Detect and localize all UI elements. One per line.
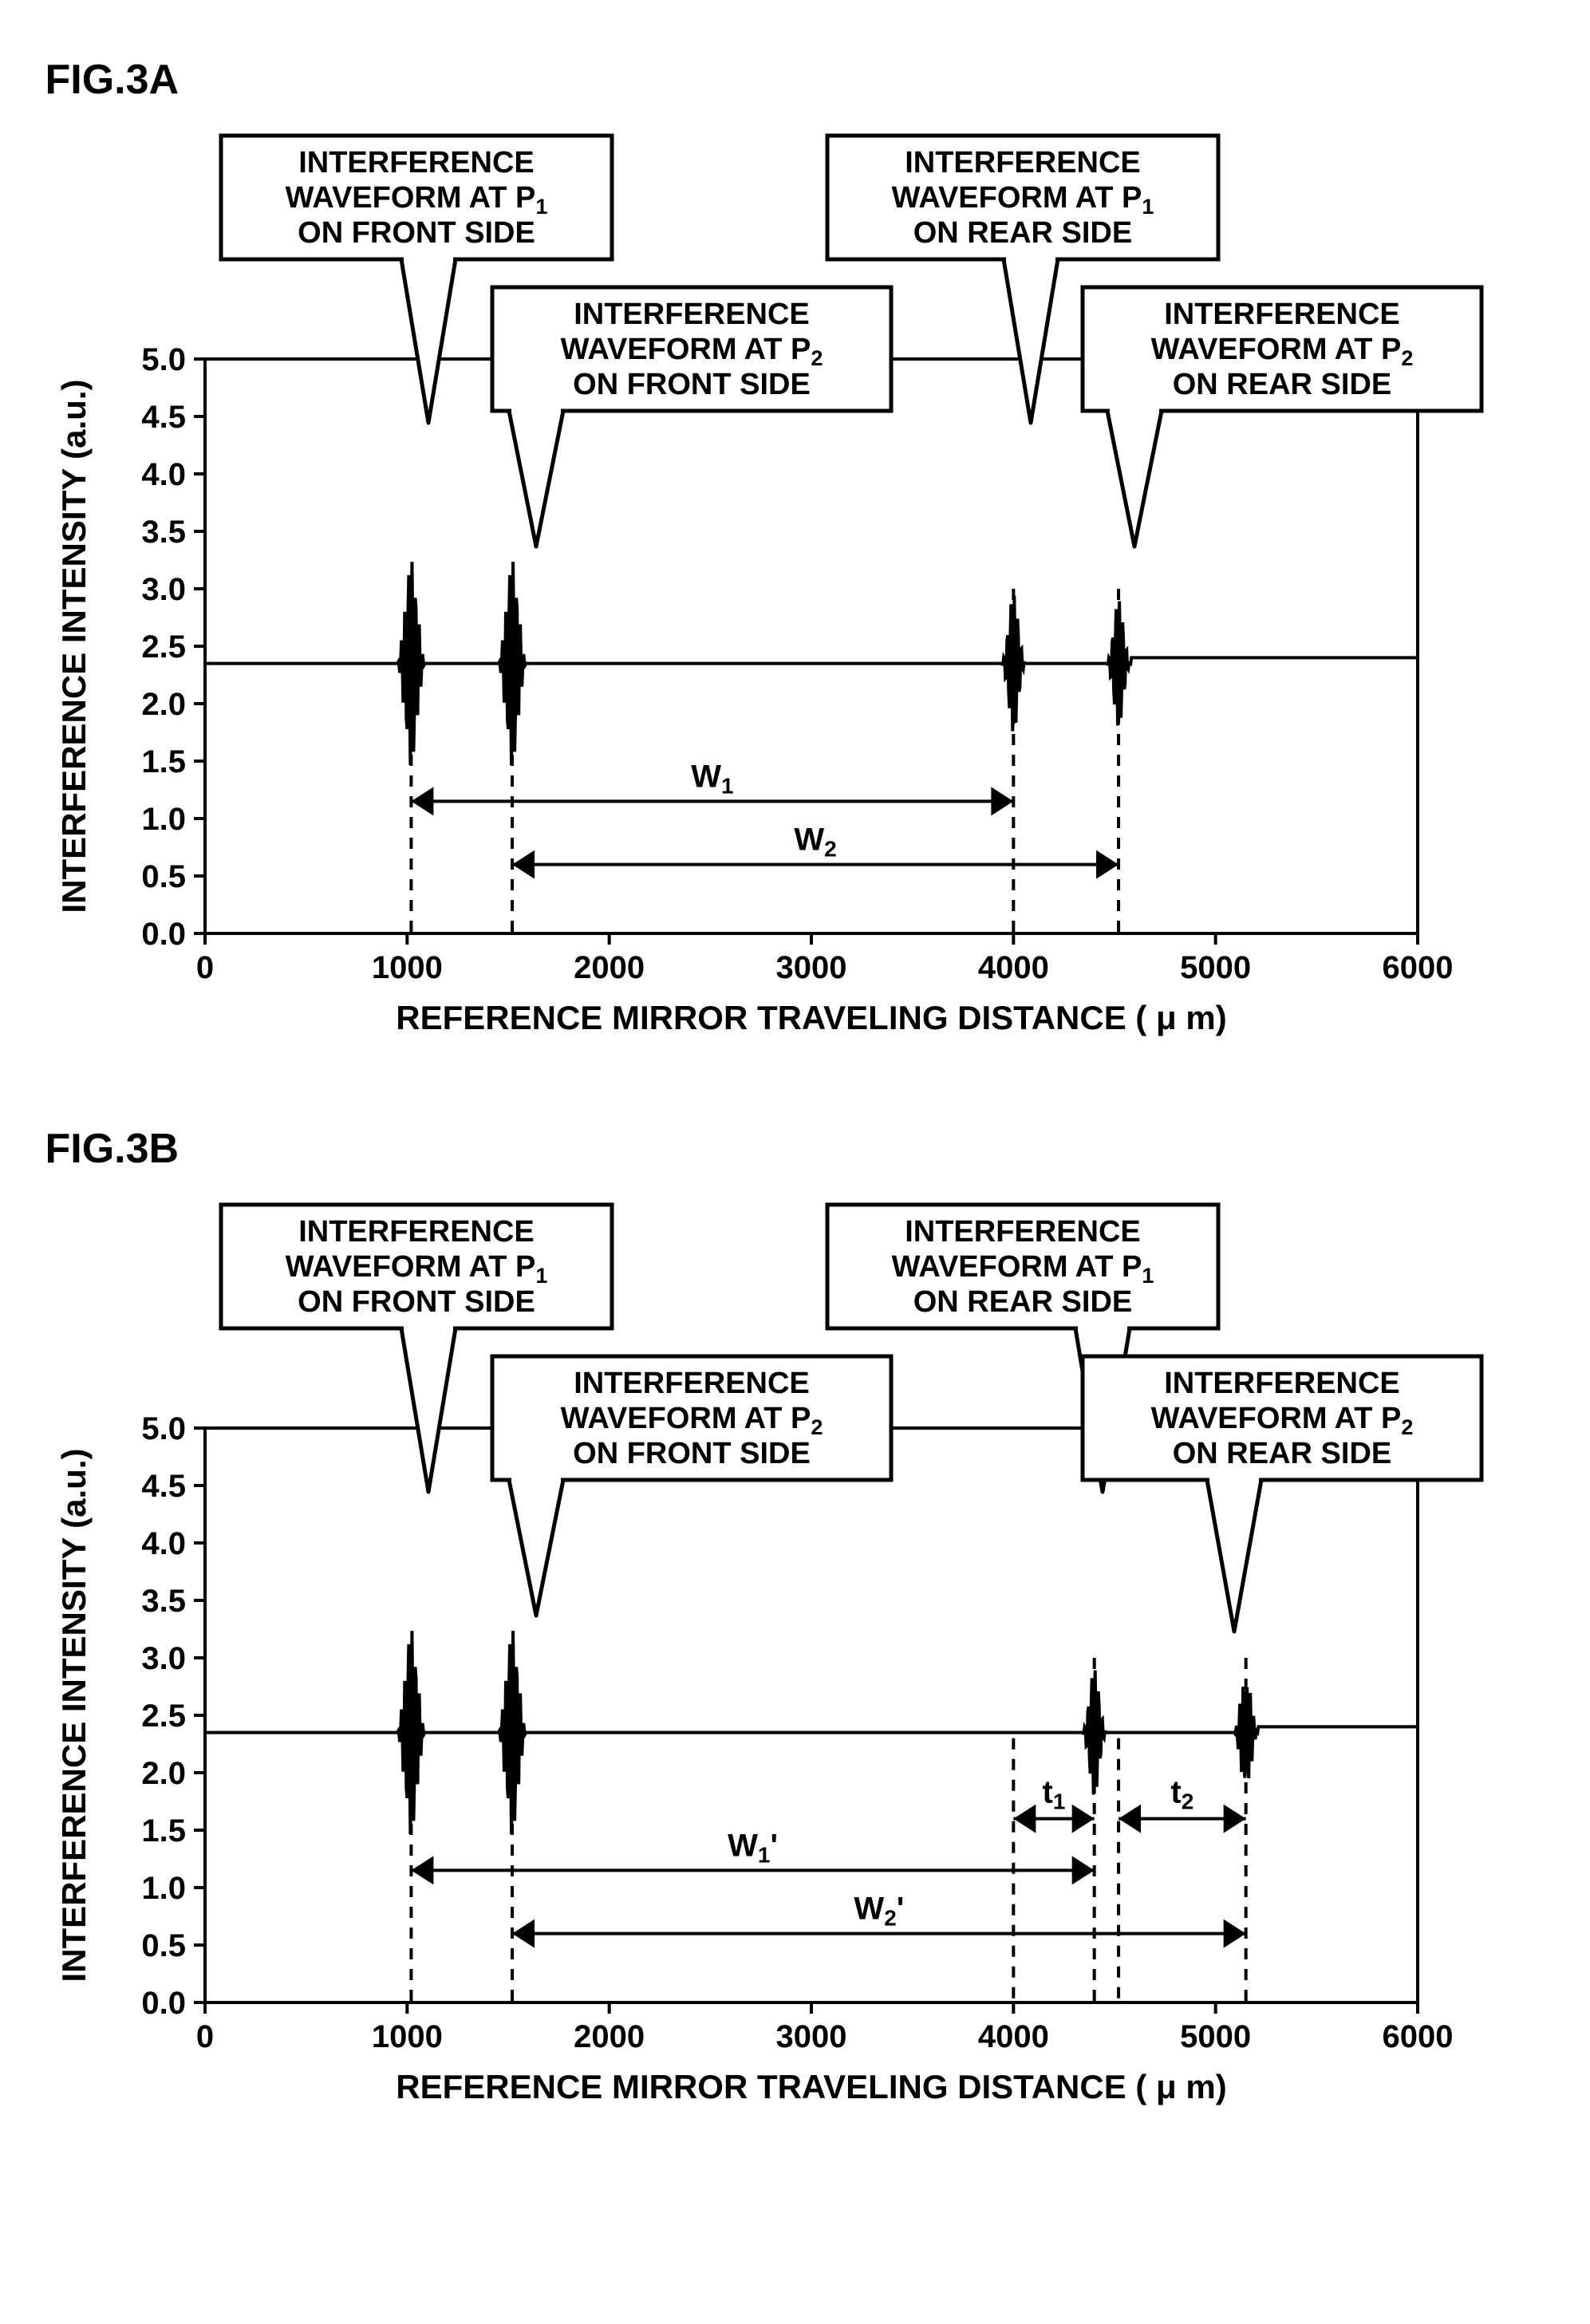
svg-text:WAVEFORM AT P2: WAVEFORM AT P2	[560, 333, 823, 370]
svg-text:6000: 6000	[1382, 2019, 1453, 2054]
svg-text:INTERFERENCE: INTERFERENCE	[574, 1367, 810, 1400]
svg-text:3000: 3000	[775, 950, 846, 985]
svg-text:ON REAR SIDE: ON REAR SIDE	[913, 216, 1131, 250]
svg-text:1000: 1000	[371, 950, 442, 985]
svg-text:INTERFERENCE: INTERFERENCE	[905, 1215, 1141, 1249]
svg-text:0.5: 0.5	[141, 859, 186, 894]
fig-b-svg: 0.0 0.5 1.0 1.5 2.0 2.5 3.0 3.5 4.0 4.5 5.0 0 1000 20…	[37, 1189, 1521, 2146]
svg-text:4.0: 4.0	[141, 457, 186, 492]
svg-text:4.0: 4.0	[141, 1526, 186, 1561]
svg-text:INTERFERENCE: INTERFERENCE	[298, 1215, 535, 1249]
svg-text:INTERFERENCE: INTERFERENCE	[1164, 298, 1400, 331]
svg-text:1.5: 1.5	[141, 744, 186, 779]
svg-text:5.0: 5.0	[141, 342, 186, 377]
svg-text:2000: 2000	[574, 2019, 645, 2054]
svg-text:WAVEFORM AT P2: WAVEFORM AT P2	[1150, 333, 1413, 370]
svg-text:3.0: 3.0	[141, 1641, 186, 1676]
svg-text:2000: 2000	[574, 950, 645, 985]
svg-text:1.0: 1.0	[141, 802, 186, 837]
svg-text:REFERENCE MIRROR TRAVELING DIS: REFERENCE MIRROR TRAVELING DISTANCE ( μ …	[396, 999, 1227, 1036]
svg-text:ON FRONT SIDE: ON FRONT SIDE	[298, 216, 535, 250]
svg-text:INTERFERENCE INTENSITY (a.u.): INTERFERENCE INTENSITY (a.u.)	[55, 380, 93, 913]
svg-text:1000: 1000	[371, 2019, 442, 2054]
svg-text:WAVEFORM AT P1: WAVEFORM AT P1	[285, 181, 547, 219]
svg-text:ON FRONT SIDE: ON FRONT SIDE	[298, 1285, 535, 1319]
svg-text:2.5: 2.5	[141, 1699, 186, 1734]
fig-a-svg: 0.0 0.5 1.0 1.5 2.0 2.5 3.0 3.5 4.0 4.5 5.0 0 1000 20…	[37, 120, 1521, 1077]
svg-text:W2': W2'	[854, 1892, 904, 1931]
svg-text:4000: 4000	[977, 950, 1048, 985]
svg-text:5000: 5000	[1180, 950, 1251, 985]
svg-text:WAVEFORM AT P1: WAVEFORM AT P1	[891, 181, 1154, 219]
svg-text:2.5: 2.5	[141, 629, 186, 665]
svg-text:3.0: 3.0	[141, 572, 186, 607]
svg-text:ON FRONT SIDE: ON FRONT SIDE	[573, 368, 811, 401]
svg-text:ON REAR SIDE: ON REAR SIDE	[1172, 1437, 1391, 1470]
svg-text:INTERFERENCE: INTERFERENCE	[298, 146, 535, 180]
svg-text:0: 0	[195, 2019, 213, 2054]
fig-b-label: FIG.3B	[45, 1125, 1553, 1173]
svg-text:INTERFERENCE: INTERFERENCE	[574, 298, 810, 331]
svg-text:0.5: 0.5	[141, 1928, 186, 1963]
svg-text:0.0: 0.0	[141, 1986, 186, 2021]
svg-text:3.5: 3.5	[141, 515, 186, 550]
svg-text:WAVEFORM AT P2: WAVEFORM AT P2	[560, 1402, 823, 1439]
svg-text:INTERFERENCE INTENSITY (a.u.): INTERFERENCE INTENSITY (a.u.)	[55, 1449, 93, 1983]
figure-wrapper: FIG.3A 0.0 0.5 1.0 1.5 2.0 2.5 3.0 3.5 4.0 4.5 5.0…	[37, 56, 1553, 2146]
svg-text:W1': W1'	[728, 1828, 778, 1867]
svg-text:1.0: 1.0	[141, 1871, 186, 1906]
svg-text:4.5: 4.5	[141, 400, 186, 435]
svg-text:5.0: 5.0	[141, 1411, 186, 1446]
fig-b-chart: 0.0 0.5 1.0 1.5 2.0 2.5 3.0 3.5 4.0 4.5 5.0 0 1000 20…	[37, 1189, 1553, 2146]
svg-text:4000: 4000	[977, 2019, 1048, 2054]
svg-text:4.5: 4.5	[141, 1469, 186, 1504]
svg-text:WAVEFORM AT P1: WAVEFORM AT P1	[285, 1250, 547, 1288]
svg-text:REFERENCE MIRROR TRAVELING DIS: REFERENCE MIRROR TRAVELING DISTANCE ( μ …	[396, 2068, 1227, 2105]
fig-a-label: FIG.3A	[45, 56, 1553, 104]
svg-text:ON FRONT SIDE: ON FRONT SIDE	[573, 1437, 811, 1470]
svg-text:INTERFERENCE: INTERFERENCE	[1164, 1367, 1400, 1400]
svg-text:5000: 5000	[1180, 2019, 1251, 2054]
svg-text:0.0: 0.0	[141, 917, 186, 952]
svg-text:2.0: 2.0	[141, 687, 186, 722]
svg-text:0: 0	[195, 950, 213, 985]
svg-text:2.0: 2.0	[141, 1756, 186, 1791]
svg-text:WAVEFORM AT P2: WAVEFORM AT P2	[1150, 1402, 1413, 1439]
svg-text:3.5: 3.5	[141, 1584, 186, 1619]
svg-text:3000: 3000	[775, 2019, 846, 2054]
svg-text:1.5: 1.5	[141, 1813, 186, 1849]
svg-text:ON REAR SIDE: ON REAR SIDE	[1172, 368, 1391, 401]
svg-text:WAVEFORM AT P1: WAVEFORM AT P1	[891, 1250, 1154, 1288]
svg-text:6000: 6000	[1382, 950, 1453, 985]
svg-text:INTERFERENCE: INTERFERENCE	[905, 146, 1141, 180]
fig-a-chart: 0.0 0.5 1.0 1.5 2.0 2.5 3.0 3.5 4.0 4.5 5.0 0 1000 20…	[37, 120, 1553, 1077]
svg-text:ON REAR SIDE: ON REAR SIDE	[913, 1285, 1131, 1319]
